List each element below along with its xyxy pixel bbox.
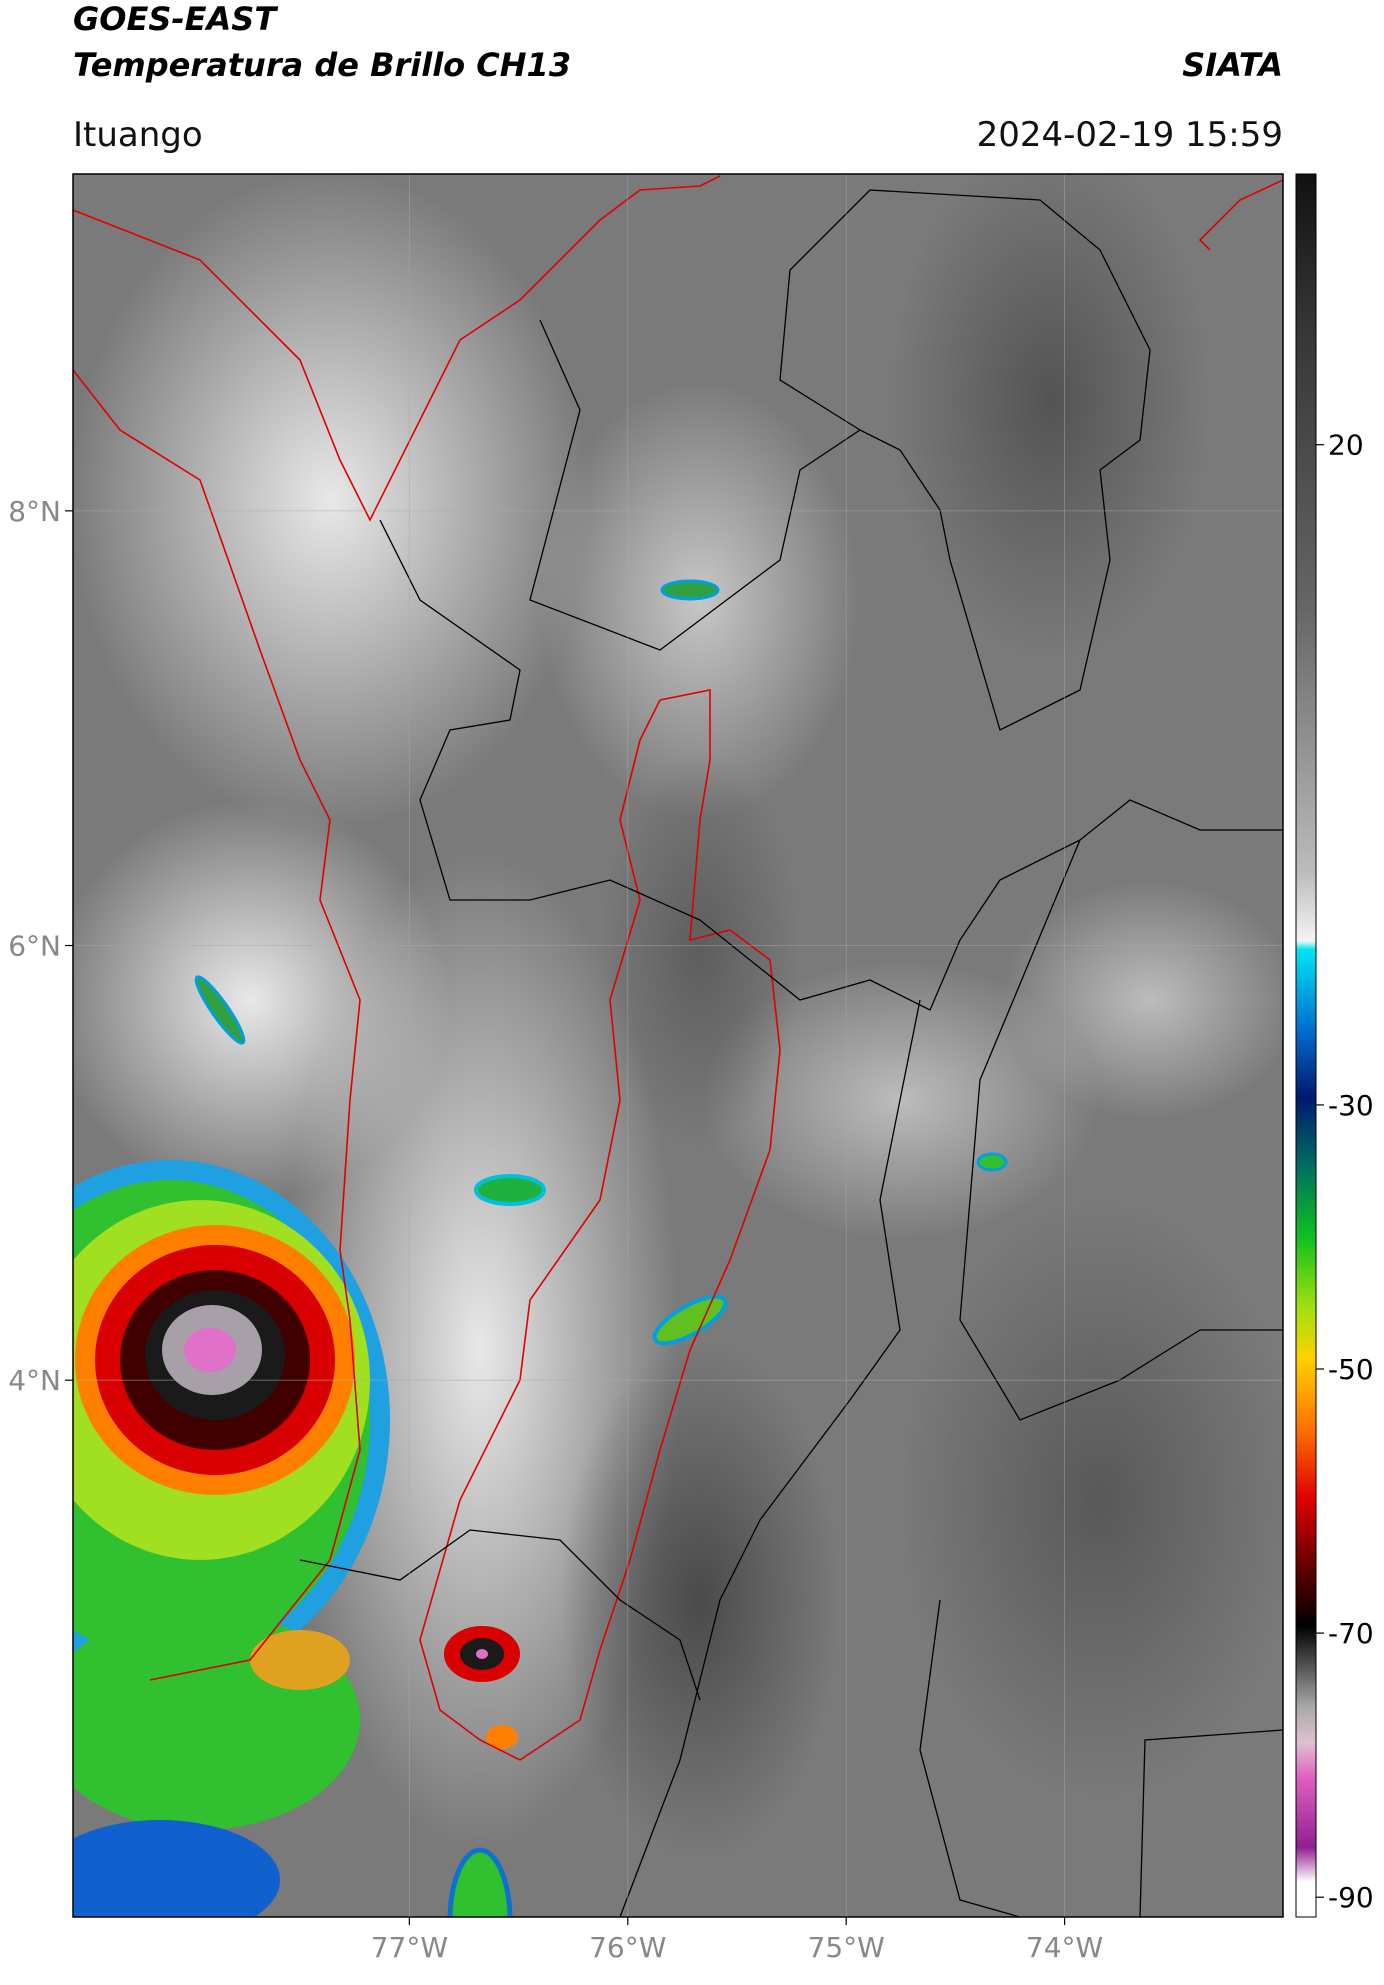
satellite-image bbox=[73, 174, 1283, 1917]
source: SIATA bbox=[1182, 46, 1283, 84]
graticule bbox=[73, 174, 1283, 1917]
x-tick-label: 76°W bbox=[589, 1931, 666, 1964]
y-tick-label: 8°N bbox=[8, 495, 61, 528]
x-tick-label: 74°W bbox=[1026, 1931, 1103, 1964]
colorbar-tick-label: 20 bbox=[1328, 429, 1364, 462]
colorbar-tick-label: -50 bbox=[1328, 1353, 1374, 1386]
colorbar bbox=[1295, 173, 1317, 1918]
title: GOES-EAST bbox=[73, 0, 278, 38]
map-frame bbox=[72, 173, 1284, 1918]
datetime: 2024-02-19 15:59 bbox=[977, 115, 1283, 155]
colorbar-tick-label: -90 bbox=[1328, 1881, 1374, 1914]
x-tick-label: 77°W bbox=[371, 1931, 448, 1964]
location: Ituango bbox=[73, 115, 203, 155]
colorbar-tick-label: -70 bbox=[1328, 1617, 1374, 1650]
y-tick-label: 4°N bbox=[8, 1364, 61, 1397]
colorbar-tick-label: -30 bbox=[1328, 1089, 1374, 1122]
subtitle: Temperatura de Brillo CH13 bbox=[73, 46, 571, 84]
y-tick-label: 6°N bbox=[8, 930, 61, 963]
x-tick-label: 75°W bbox=[808, 1931, 885, 1964]
